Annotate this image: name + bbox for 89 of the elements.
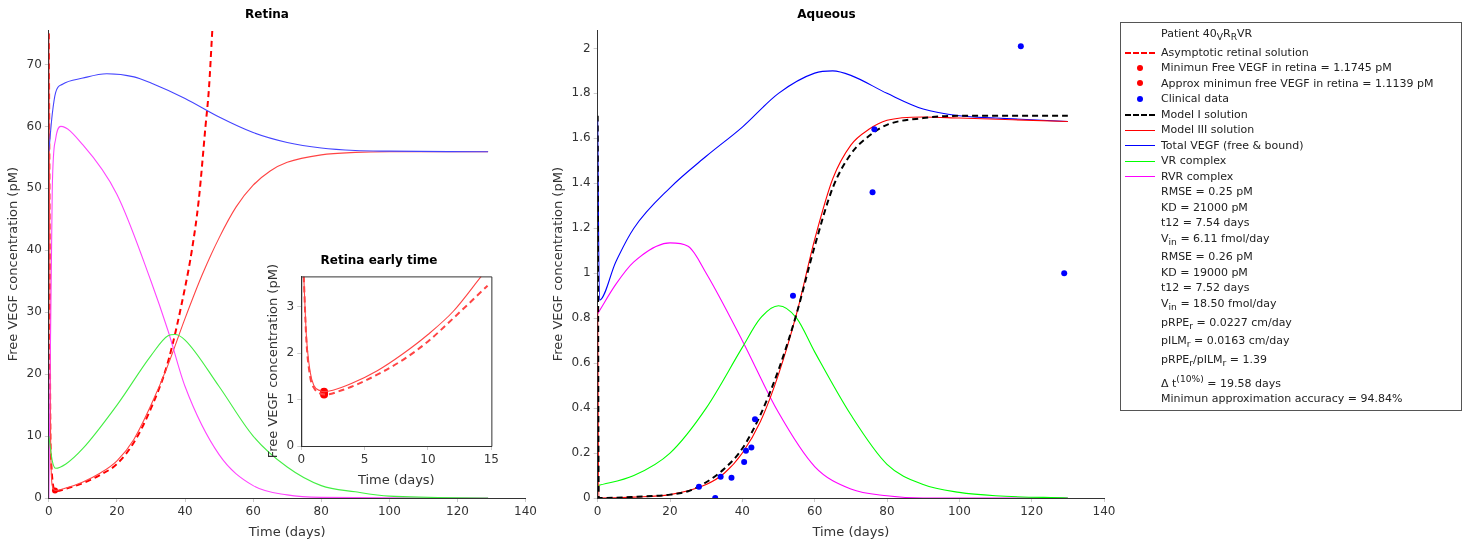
- point: [789, 292, 796, 299]
- point: [1061, 270, 1068, 277]
- y-tick-label: 2: [583, 40, 591, 55]
- point: [741, 459, 748, 466]
- point: [869, 189, 876, 196]
- x-tick-label: 15: [483, 452, 500, 467]
- y-tick-label: 0: [34, 490, 42, 505]
- text: pILM$_{r}$ = 0.0163 cm/day: [1160, 333, 1291, 352]
- legend-label: VR complex: [1161, 153, 1227, 169]
- legend-label: Total VEGF (free & bound): [1161, 137, 1304, 154]
- x-axis-title: Time (days): [247, 523, 326, 539]
- y-tick-label: 20: [26, 366, 42, 381]
- point: [748, 444, 755, 451]
- x-tick-label: 100: [377, 504, 401, 519]
- text: RMSE = 0.25 pM: [1160, 184, 1254, 200]
- point: [717, 473, 724, 480]
- line-series: [48, 73, 489, 153]
- x-tick-label: 0: [593, 504, 602, 519]
- y-tick-label: 1.2: [571, 220, 591, 235]
- x-tick-label: 40: [734, 504, 750, 519]
- x-tick-label: 5: [360, 452, 369, 467]
- x-tick-label: 20: [662, 504, 678, 519]
- point: [728, 474, 735, 481]
- chart-title: Retina early time: [320, 253, 438, 268]
- point: [871, 126, 878, 133]
- x-tick-label: 0: [45, 504, 53, 519]
- y-tick-label: 1: [583, 265, 591, 280]
- point: [1017, 43, 1024, 50]
- x-axis-title: Time (days): [356, 471, 435, 487]
- y-tick-label: 3: [286, 298, 295, 313]
- x-tick-label: 0: [297, 452, 306, 467]
- chart-title: Aqueous: [797, 7, 856, 22]
- x-axis-title: Time (days): [811, 523, 890, 539]
- text: V$_{in}$ = 18.50 fmol/day: [1160, 295, 1278, 315]
- x-tick-label: 20: [109, 504, 125, 519]
- x-tick-label: 80: [313, 504, 329, 519]
- y-tick-label: 50: [26, 180, 42, 195]
- y-tick-label: 0.4: [571, 400, 591, 415]
- point: [695, 483, 702, 490]
- text: KD = 19000 pM: [1160, 264, 1249, 281]
- y-tick-label: 40: [26, 242, 42, 257]
- chart-title: Retina: [245, 7, 289, 22]
- text: RMSE = 0.26 pM: [1160, 249, 1254, 265]
- x-tick-label: 80: [879, 504, 895, 519]
- legend-label: Model I solution: [1161, 106, 1248, 123]
- y-tick-label: 2: [286, 345, 295, 360]
- text: Δ t$^{(10%)}$ = 19.58 days: [1160, 371, 1282, 391]
- text: Minimun Free VEGF in retina = 1.1745 pM: [1161, 61, 1392, 75]
- text: pRPE$_{r}$/pILM$_{r}$ = 1.39: [1160, 351, 1268, 371]
- text: t12 = 7.54 days: [1160, 215, 1251, 231]
- text: Minimun approximation accuracy = 94.84%: [1160, 390, 1404, 407]
- y-tick-label: 1.4: [571, 175, 591, 190]
- text: pRPE$_{r}$ = 0.0227 cm/day: [1160, 314, 1293, 333]
- line-series: [597, 305, 1069, 498]
- y-tick-label: 0: [286, 438, 295, 453]
- x-tick-label: 60: [807, 504, 823, 519]
- x-tick-label: 10: [420, 452, 436, 467]
- text: KD = 21000 pM: [1160, 199, 1249, 216]
- y-tick-label: 1: [286, 391, 295, 406]
- text: Asymptotic retinal solution: [1161, 45, 1309, 59]
- x-tick-label: 120: [446, 504, 469, 519]
- y-tick-label: 1.8: [571, 85, 591, 100]
- y-tick-label: 0.2: [571, 445, 591, 460]
- point: [742, 447, 749, 454]
- y-tick-label: 1.6: [571, 130, 591, 145]
- legend-label: RVR complex: [1161, 168, 1234, 185]
- legend-label: Clinical data: [1161, 91, 1229, 107]
- legend-title: Patient 40$_{V}$R$_{R}$VR: [1160, 26, 1254, 45]
- x-tick-label: 120: [1020, 504, 1044, 519]
- x-tick-label: 140: [514, 504, 537, 519]
- text: Approx minimun free VEGF in retina = 1.1139 pM: [1161, 76, 1434, 90]
- point: [752, 416, 758, 423]
- y-axis-title: Free VEGF concentration (pM): [265, 264, 281, 459]
- y-tick-label: 60: [26, 118, 42, 133]
- legend-label: Model III solution: [1161, 122, 1255, 138]
- y-tick-label: 30: [26, 304, 42, 319]
- text: V$_{in}$ = 6.11 fmol/day: [1160, 230, 1271, 249]
- y-axis-title: Free VEGF concentration (pM): [5, 167, 21, 362]
- y-tick-label: 0.8: [571, 310, 591, 325]
- x-tick-label: 140: [1092, 504, 1116, 519]
- text: t12 = 7.52 days: [1160, 280, 1251, 296]
- x-tick-label: 100: [947, 504, 971, 519]
- y-tick-label: 0.6: [571, 355, 591, 370]
- y-tick-label: 70: [26, 56, 42, 71]
- y-tick-label: 10: [26, 428, 42, 443]
- x-tick-label: 60: [245, 504, 261, 519]
- x-tick-label: 40: [177, 504, 193, 519]
- y-tick-label: 0: [583, 490, 591, 505]
- y-axis-title: Free VEGF concentration (pM): [550, 167, 566, 362]
